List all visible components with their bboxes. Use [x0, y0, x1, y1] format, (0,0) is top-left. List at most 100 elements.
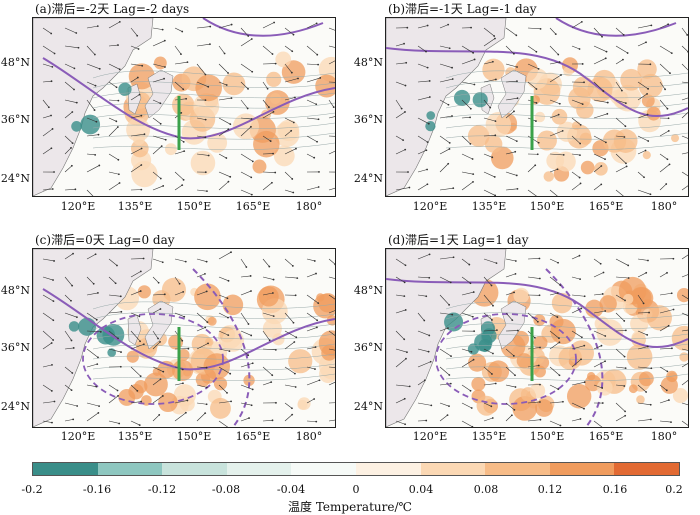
- warm-anomaly: [316, 293, 324, 301]
- wind-vector-head: [316, 327, 318, 329]
- warm-anomaly: [594, 162, 608, 176]
- wind-vector-head: [407, 171, 409, 173]
- colorbar-segment: [614, 463, 679, 475]
- wind-vector-head: [52, 279, 54, 281]
- lat-label: 24°N: [347, 172, 383, 185]
- wind-vector-head: [315, 346, 317, 348]
- wind-vector-head: [319, 77, 321, 79]
- wind-vector-head: [557, 292, 559, 294]
- wind-vector-head: [624, 300, 626, 302]
- cool-anomaly: [454, 90, 470, 106]
- wind-vector-head: [600, 263, 602, 265]
- wind-vector-head: [602, 90, 604, 92]
- wind-vector-head: [180, 53, 182, 55]
- wind-vector-head: [250, 176, 252, 178]
- wind-vector-head: [228, 280, 230, 282]
- wind-vector-head: [95, 386, 97, 388]
- wind-vector-head: [666, 371, 668, 373]
- wind-vector-head: [160, 308, 162, 310]
- wind-vector-head: [274, 172, 276, 174]
- wind-vector-head: [538, 365, 540, 367]
- lon-label: 120°E: [413, 200, 448, 213]
- warm-anomaly: [647, 107, 661, 121]
- wind-vector-head: [182, 369, 184, 371]
- wind-vector-head: [179, 283, 181, 285]
- panel-title: (c)滞后=0天 Lag=0 day: [35, 231, 175, 248]
- warm-anomaly: [288, 349, 312, 373]
- wind-vector-head: [76, 316, 78, 318]
- warm-anomaly: [165, 143, 177, 155]
- lat-label: 48°N: [347, 284, 383, 297]
- wind-vector-head: [162, 371, 164, 373]
- wind-vector-head: [294, 373, 296, 375]
- wind-vector-head: [315, 103, 317, 105]
- wind-vector-head: [621, 90, 623, 92]
- wind-vector-head: [605, 141, 607, 143]
- wind-vector-head: [404, 423, 406, 425]
- warm-anomaly: [535, 399, 553, 417]
- wind-vector-head: [404, 111, 406, 113]
- wind-vector-head: [98, 134, 100, 136]
- wind-vector-head: [97, 25, 99, 27]
- warm-anomaly: [275, 52, 291, 68]
- colorbar-title: 温度 Temperature/℃: [0, 498, 700, 515]
- wind-vector-head: [162, 395, 164, 397]
- wind-vector-head: [162, 261, 164, 263]
- wind-vector-head: [449, 142, 451, 144]
- wind-vector-head: [226, 392, 228, 394]
- wind-vector-head: [159, 102, 161, 104]
- wind-vector-head: [164, 40, 166, 42]
- wind-vector-head: [449, 47, 451, 49]
- warm-anomaly: [485, 135, 503, 153]
- wind-vector-head: [401, 108, 403, 110]
- colorbar-segment: [227, 463, 292, 475]
- wind-vector-head: [291, 407, 293, 409]
- wind-vector-head: [271, 182, 273, 184]
- wind-vector-head: [646, 334, 648, 336]
- wind-vector-head: [557, 54, 559, 56]
- wind-vector-head: [668, 325, 670, 327]
- wind-vector-head: [404, 149, 406, 151]
- warm-anomaly: [205, 338, 213, 346]
- wind-vector-head: [269, 339, 271, 341]
- wind-vector-head: [272, 53, 274, 55]
- wind-vector-head: [251, 118, 253, 120]
- wind-vector-head: [515, 260, 517, 262]
- wind-vector-head: [206, 190, 208, 192]
- wind-vector-head: [206, 367, 208, 369]
- wind-vector-head: [72, 418, 74, 420]
- wind-vector-head: [204, 273, 206, 275]
- wind-vector-head: [492, 61, 494, 63]
- wind-vector-head: [180, 112, 182, 114]
- wind-vector-head: [318, 171, 320, 173]
- wind-vector-head: [451, 314, 453, 316]
- colorbar-segment: [33, 463, 98, 475]
- wind-vector-head: [115, 120, 117, 122]
- wind-vector-head: [643, 176, 645, 178]
- wind-vector-head: [313, 398, 315, 400]
- warm-anomaly: [530, 383, 545, 398]
- wind-vector-head: [119, 68, 121, 70]
- wind-vector-head: [491, 319, 493, 321]
- wind-vector-head: [272, 153, 274, 155]
- map-plot: [386, 249, 688, 427]
- wind-vector-head: [138, 48, 140, 50]
- wind-vector-head: [560, 425, 562, 427]
- wind-vector-head: [206, 403, 208, 405]
- wind-vector-head: [95, 253, 97, 255]
- wind-vector-head: [511, 319, 513, 321]
- colorbar-tick: -0.12: [148, 483, 176, 496]
- lon-label: 180°: [296, 430, 323, 443]
- wind-vector-head: [669, 163, 671, 165]
- wind-vector-head: [117, 100, 119, 102]
- lon-label: 165°E: [236, 430, 271, 443]
- wind-vector-head: [671, 347, 673, 349]
- wind-vector-head: [251, 194, 253, 196]
- warm-anomaly: [477, 396, 497, 416]
- warm-anomaly: [599, 295, 616, 312]
- wind-vector-head: [601, 387, 603, 389]
- wind-vector-head: [97, 356, 99, 358]
- wind-vector-head: [53, 260, 55, 262]
- wind-vector-head: [316, 141, 318, 143]
- wind-vector-head: [451, 115, 453, 117]
